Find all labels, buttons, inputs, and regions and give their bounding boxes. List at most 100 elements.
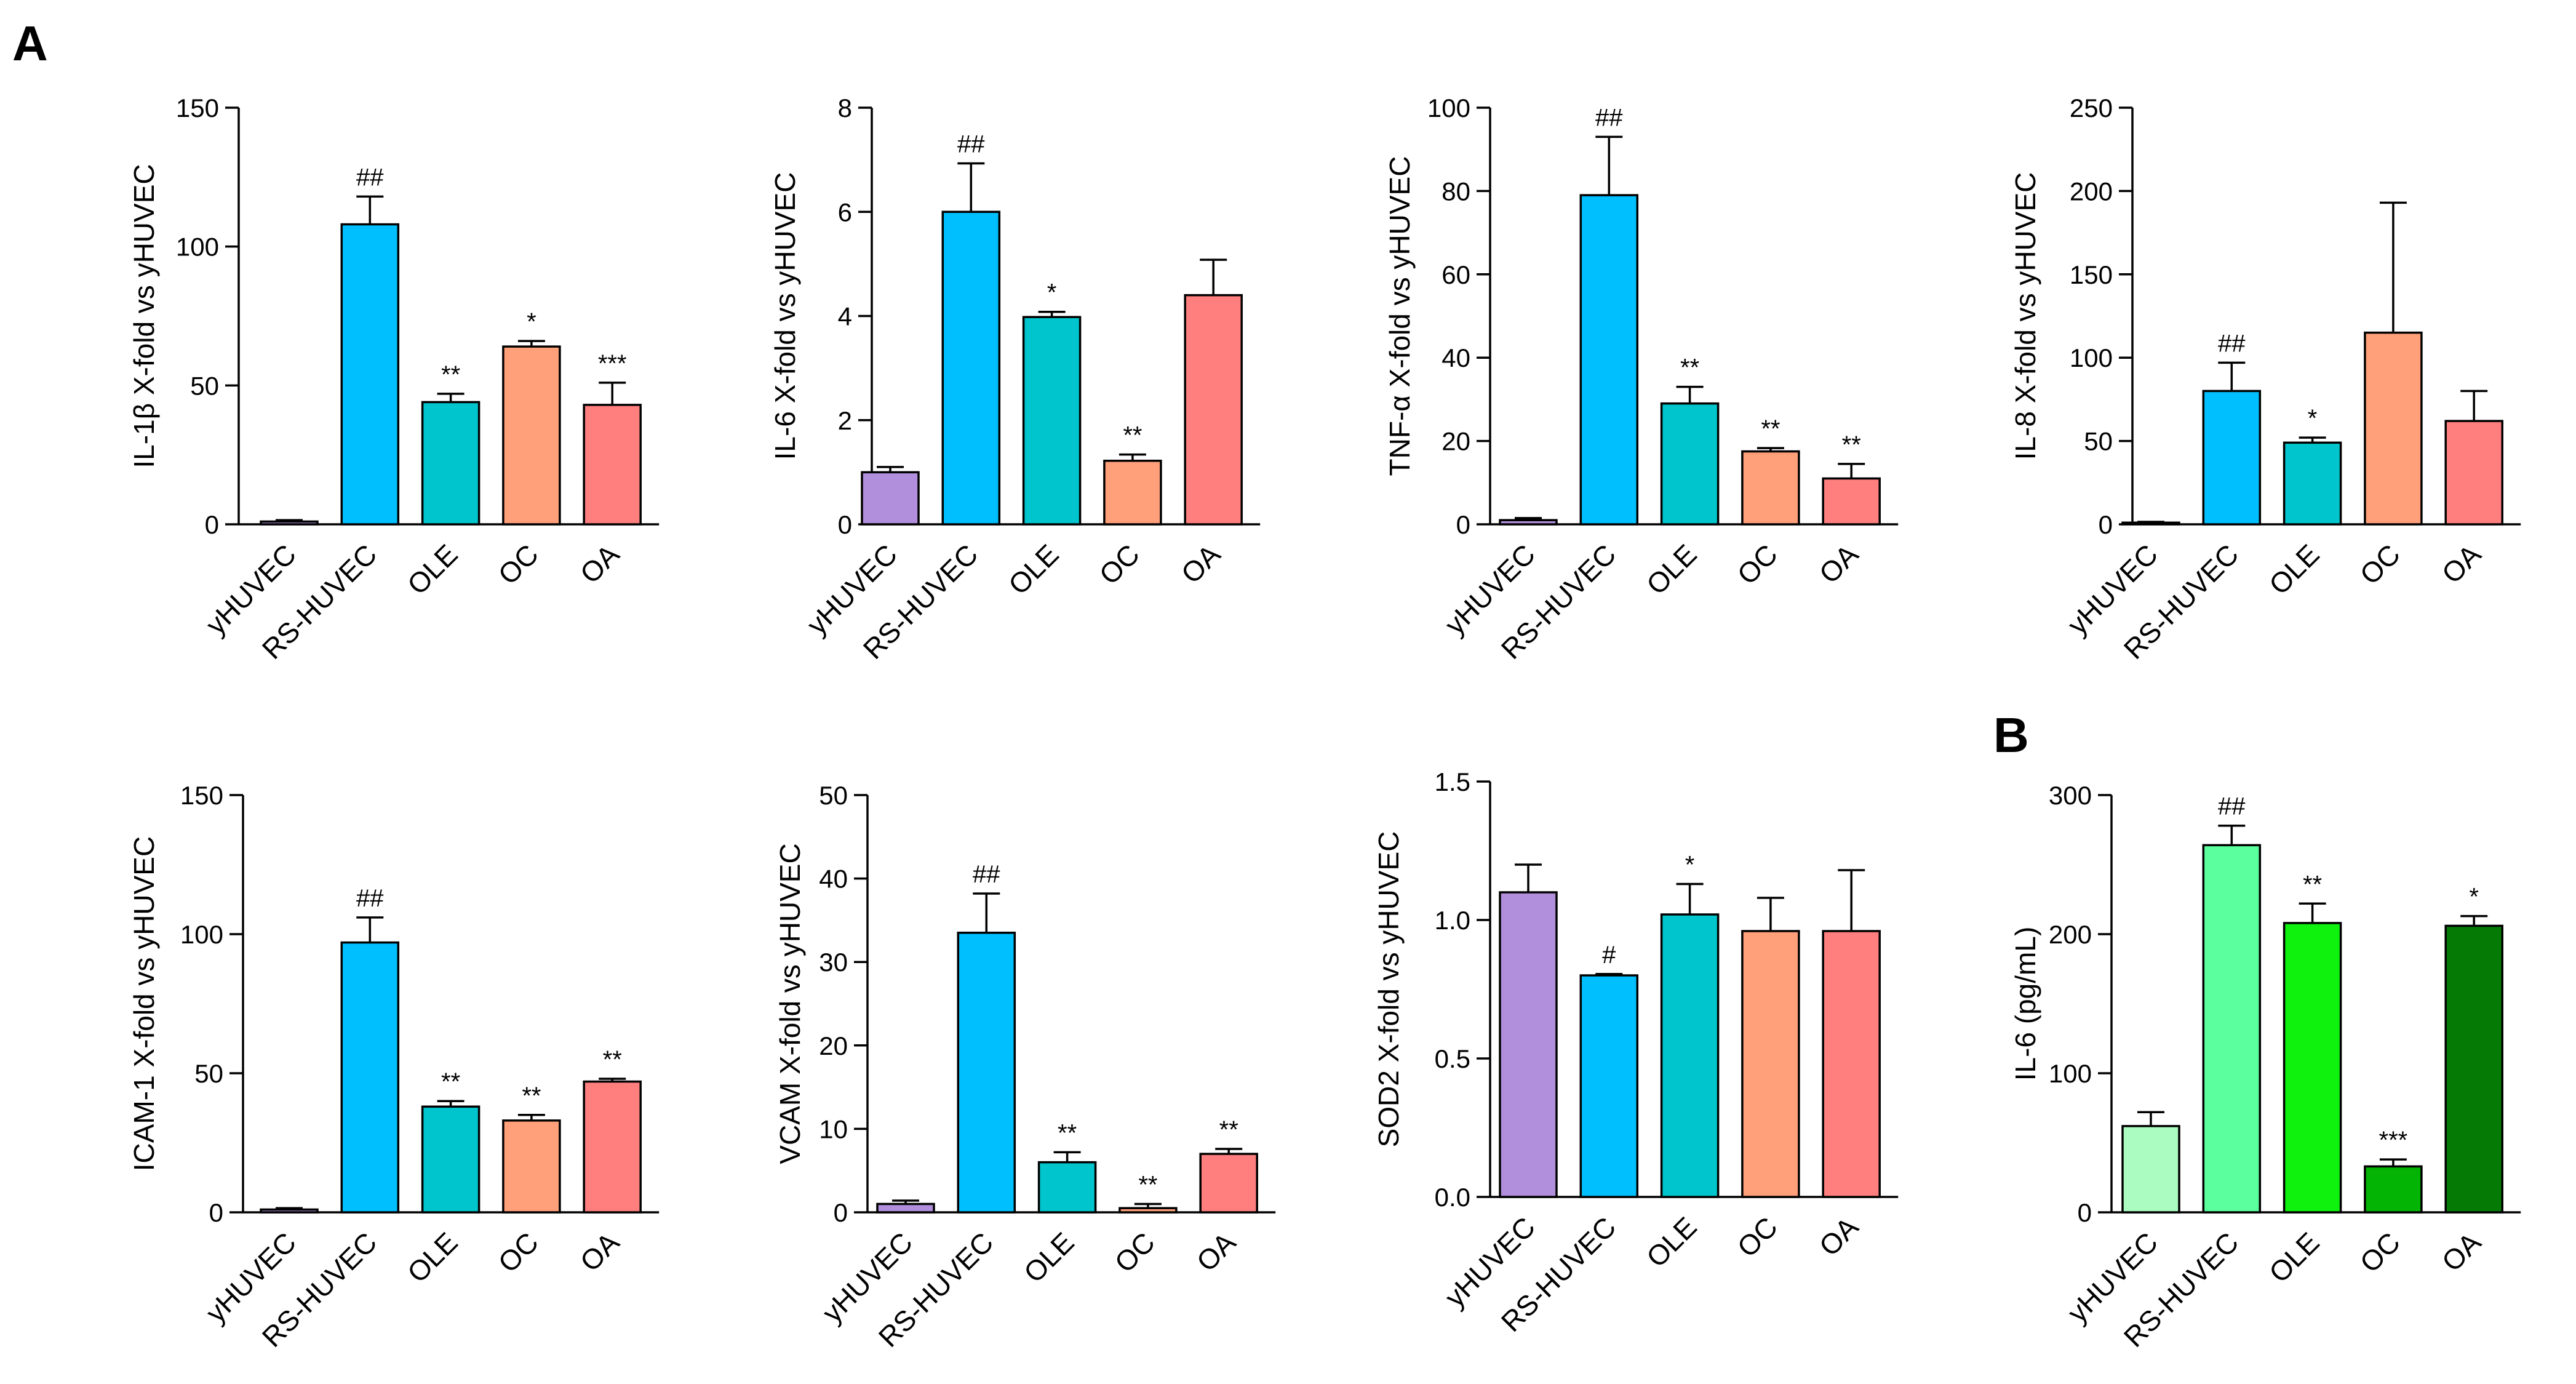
significance-label: ** (1219, 1116, 1238, 1143)
bar (1499, 519, 1558, 526)
bar (2121, 521, 2180, 526)
significance-label: ** (441, 361, 460, 388)
y-tick-label: 0 (205, 510, 219, 539)
bar (2202, 390, 2262, 526)
category-label: OA (2436, 538, 2487, 590)
bar (2364, 331, 2423, 526)
bar (2364, 1165, 2423, 1214)
y-tick-label: 100 (2049, 1059, 2092, 1088)
category-label: OLE (1640, 538, 1703, 601)
category-label: OA (574, 1226, 626, 1278)
bar (2283, 922, 2342, 1214)
bar (583, 1080, 642, 1214)
bar (1579, 194, 1639, 526)
y-tick-label: 150 (176, 94, 219, 122)
bar (2444, 924, 2503, 1214)
significance-label: * (1047, 279, 1057, 306)
y-tick-label: 0 (209, 1198, 223, 1227)
y-axis-title: VCAM X-fold vs yHUVEC (774, 843, 806, 1164)
y-tick-label: 1.5 (1435, 767, 1470, 796)
significance-label: *** (598, 350, 627, 377)
bar (1660, 402, 1720, 526)
category-label: OC (492, 538, 544, 591)
significance-label: * (2308, 405, 2318, 432)
bar (1022, 316, 1082, 526)
y-tick-label: 200 (2049, 920, 2092, 949)
category-label: OC (2353, 538, 2406, 591)
y-axis-title: IL-6 X-fold vs yHUVEC (769, 172, 801, 460)
significance-label: ** (1842, 431, 1861, 458)
y-tick-label: 100 (1427, 94, 1470, 122)
bar (1103, 460, 1162, 526)
category-label: OA (1175, 538, 1227, 590)
category-label: OLE (2263, 538, 2326, 601)
significance-label: ## (2218, 793, 2246, 820)
y-tick-label: 50 (2084, 427, 2113, 456)
y-tick-label: 0 (1456, 510, 1470, 539)
significance-label: ## (356, 164, 384, 191)
bar (421, 401, 481, 526)
bar (1822, 477, 1881, 526)
y-tick-label: 100 (2070, 343, 2113, 372)
bar (260, 1208, 319, 1214)
category-label: OLE (1002, 538, 1065, 601)
y-tick-label: 10 (819, 1114, 848, 1143)
y-axis-title: ICAM-1 X-fold vs yHUVEC (128, 836, 160, 1171)
y-tick-label: 100 (176, 233, 219, 262)
category-label: OLE (1640, 1210, 1703, 1273)
y-axis-title: IL-1β X-fold vs yHUVEC (128, 164, 160, 468)
significance-label: ** (1138, 1171, 1157, 1198)
category-label: OC (1108, 1226, 1161, 1279)
category-label: OC (492, 1226, 544, 1279)
bar (260, 520, 319, 526)
significance-label: ## (957, 131, 985, 158)
significance-label: ** (1123, 422, 1142, 449)
category-label: OC (2353, 1226, 2406, 1279)
y-tick-label: 20 (819, 1031, 848, 1060)
bar (583, 404, 642, 526)
y-tick-label: 80 (1442, 177, 1470, 206)
bar (1741, 930, 1800, 1198)
category-label: OC (1731, 538, 1784, 591)
bar (861, 471, 920, 526)
bar (2444, 420, 2503, 526)
y-tick-label: 100 (180, 920, 223, 949)
category-label: OC (1731, 1210, 1784, 1263)
bar (2121, 1125, 2180, 1214)
category-label: OA (1813, 1210, 1865, 1262)
y-tick-label: 20 (1442, 427, 1470, 456)
bar (1579, 974, 1639, 1198)
significance-label: ** (1058, 1119, 1077, 1146)
significance-label: ## (973, 861, 1000, 888)
bar (502, 1119, 561, 1214)
y-tick-label: 1.0 (1435, 906, 1470, 935)
y-tick-label: 0 (2099, 510, 2113, 539)
category-label: OLE (2263, 1226, 2326, 1289)
significance-label: ## (1595, 104, 1623, 131)
y-tick-label: 50 (190, 371, 219, 400)
bar (957, 931, 1016, 1214)
bar (941, 210, 1001, 526)
y-tick-label: 250 (2070, 94, 2113, 122)
y-tick-label: 0.0 (1435, 1183, 1470, 1212)
significance-label: ** (1680, 354, 1699, 382)
panel-label-b: B (1993, 708, 2029, 762)
significance-label: ** (441, 1068, 460, 1095)
significance-label: * (527, 308, 536, 335)
y-tick-label: 50 (194, 1059, 223, 1088)
y-tick-label: 0 (834, 1198, 848, 1227)
bar (1822, 930, 1881, 1198)
y-axis-title: IL-6 (pg/mL) (2009, 927, 2041, 1081)
category-label: OC (1093, 538, 1146, 591)
y-tick-label: 8 (838, 94, 852, 122)
bar (340, 941, 400, 1214)
bar (1660, 913, 1720, 1198)
